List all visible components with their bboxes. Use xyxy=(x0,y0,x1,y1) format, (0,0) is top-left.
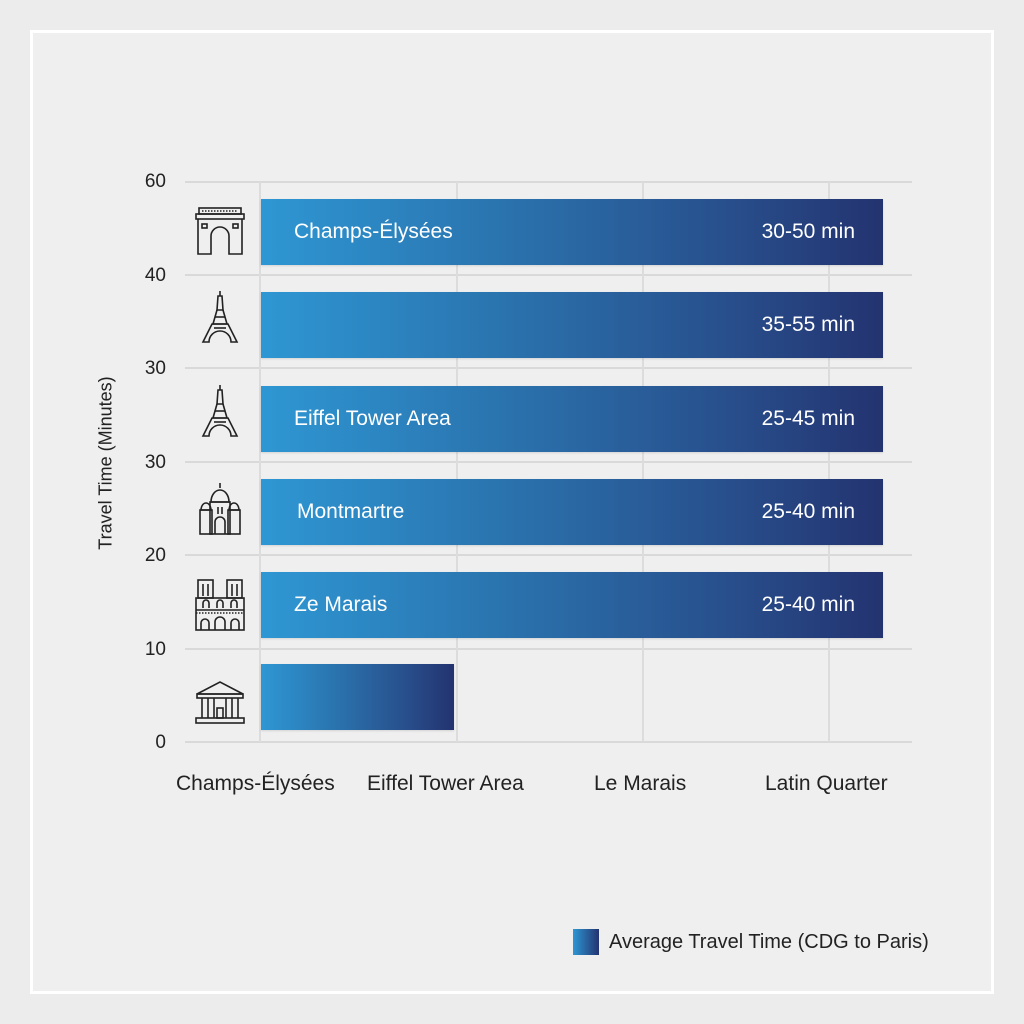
bar-label: Montmartre xyxy=(297,500,405,523)
gridline-h xyxy=(185,181,912,183)
y-axis-title: Travel Time (Minutes) xyxy=(95,376,116,550)
sacre-coeur-icon xyxy=(193,482,247,536)
bar-value: 25-45 min xyxy=(761,407,855,430)
gridline-h xyxy=(185,461,912,463)
gridline-h xyxy=(185,367,912,369)
y-tick-label: 30 xyxy=(144,358,166,379)
y-tick-label: 20 xyxy=(144,545,166,566)
bar-le-marais: Ze Marais 25-40 min xyxy=(261,572,883,638)
bar-label: Ze Marais xyxy=(294,593,388,616)
x-tick-label: Champs-Élysées xyxy=(176,772,335,795)
y-tick-label: 60 xyxy=(144,171,166,192)
gridline-v xyxy=(456,182,458,742)
legend-swatch xyxy=(573,929,599,955)
gridline-v xyxy=(259,182,261,742)
gridline-h xyxy=(185,741,912,743)
eiffel-tower-icon xyxy=(193,290,247,344)
bar-montmartre: Montmartre 25-40 min xyxy=(261,479,883,545)
notre-dame-icon xyxy=(193,578,247,632)
arc-de-triomphe-icon xyxy=(193,204,247,258)
bar-value: 30-50 min xyxy=(761,220,855,243)
bar-label: Champs-Élysées xyxy=(294,220,453,243)
bar-value: 25-40 min xyxy=(761,500,855,523)
gridline-h xyxy=(185,554,912,556)
bar-row-6 xyxy=(261,664,454,730)
bar-champs-elysees: Champs-Élysées 30-50 min xyxy=(261,199,883,265)
bar-eiffel-tower-area: Eiffel Tower Area 25-45 min xyxy=(261,386,883,452)
bar-label: Eiffel Tower Area xyxy=(294,407,451,430)
x-tick-label: Le Marais xyxy=(594,772,687,795)
pantheon-icon xyxy=(193,674,247,728)
y-tick-label: 0 xyxy=(155,732,166,753)
eiffel-tower-icon xyxy=(193,384,247,438)
y-tick-label: 10 xyxy=(144,639,166,660)
gridline-v xyxy=(828,182,830,742)
legend-label: Average Travel Time (CDG to Paris) xyxy=(609,930,929,953)
y-tick-label: 40 xyxy=(144,265,166,286)
x-tick-label: Latin Quarter xyxy=(765,772,888,795)
legend: Average Travel Time (CDG to Paris) xyxy=(573,928,929,956)
bar-value: 25-40 min xyxy=(761,593,855,616)
gridline-h xyxy=(185,648,912,650)
gridline-h xyxy=(185,274,912,276)
bar-row-2: 35-55 min xyxy=(261,292,883,358)
y-tick-label: 30 xyxy=(144,452,166,473)
x-tick-label: Eiffel Tower Area xyxy=(367,772,524,795)
gridline-v xyxy=(642,182,644,742)
bar-value: 35-55 min xyxy=(761,313,855,336)
